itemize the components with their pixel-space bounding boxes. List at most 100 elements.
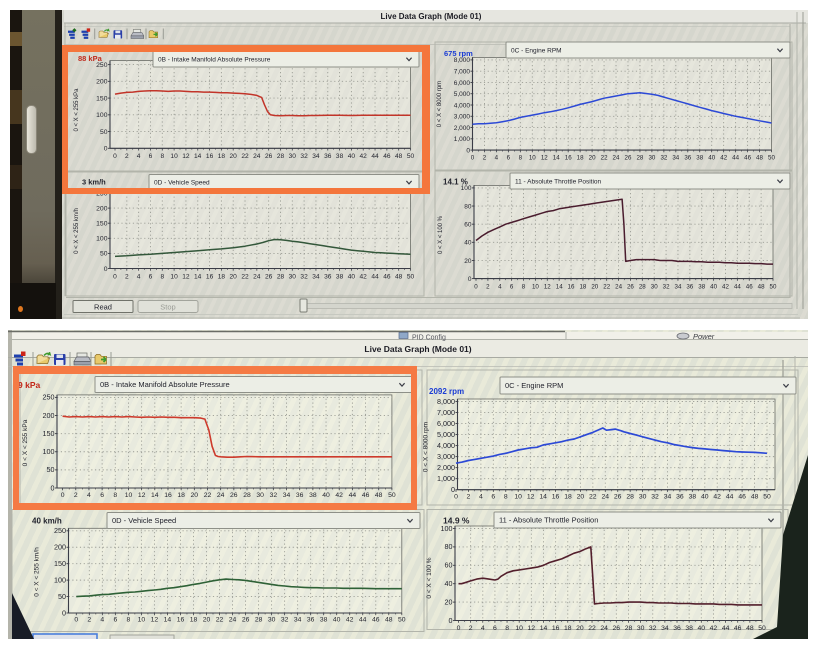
svg-text:28: 28 xyxy=(277,153,285,160)
svg-text:675 rpm: 675 rpm xyxy=(444,49,473,58)
svg-text:0: 0 xyxy=(104,146,108,153)
svg-text:50: 50 xyxy=(47,465,55,474)
svg-text:0: 0 xyxy=(451,485,455,494)
svg-text:2: 2 xyxy=(469,625,473,632)
svg-text:6,000: 6,000 xyxy=(437,419,455,428)
svg-text:0: 0 xyxy=(468,276,472,283)
svg-text:6: 6 xyxy=(114,617,118,624)
svg-text:0 < X < 255 kPa: 0 < X < 255 kPa xyxy=(74,88,80,132)
svg-text:11 - Absolute Throttle Positio: 11 - Absolute Throttle Position xyxy=(515,178,602,185)
svg-text:42: 42 xyxy=(710,625,718,632)
svg-text:26: 26 xyxy=(613,625,621,632)
svg-text:44: 44 xyxy=(371,274,379,281)
svg-text:44: 44 xyxy=(722,625,730,632)
svg-text:42: 42 xyxy=(722,284,729,291)
svg-text:30: 30 xyxy=(651,284,658,291)
svg-text:8: 8 xyxy=(160,153,164,160)
svg-text:34: 34 xyxy=(672,155,679,162)
svg-text:100: 100 xyxy=(54,575,66,584)
svg-text:100: 100 xyxy=(96,112,108,119)
svg-text:40 km/h: 40 km/h xyxy=(32,517,62,526)
svg-text:12: 12 xyxy=(541,155,548,162)
svg-text:48: 48 xyxy=(395,153,403,160)
svg-text:24: 24 xyxy=(602,494,610,501)
svg-text:2,000: 2,000 xyxy=(437,463,455,472)
svg-text:0: 0 xyxy=(474,284,478,291)
svg-text:2,000: 2,000 xyxy=(454,125,471,132)
svg-text:16: 16 xyxy=(206,274,214,281)
svg-text:10: 10 xyxy=(514,494,522,501)
svg-text:32: 32 xyxy=(281,617,289,624)
svg-text:18: 18 xyxy=(564,625,572,632)
svg-text:6: 6 xyxy=(100,492,104,499)
svg-text:40: 40 xyxy=(445,579,453,588)
svg-text:6: 6 xyxy=(493,625,497,632)
svg-text:0: 0 xyxy=(62,608,66,617)
svg-text:100: 100 xyxy=(43,447,55,456)
svg-text:18: 18 xyxy=(177,492,185,499)
svg-text:8,000: 8,000 xyxy=(437,397,455,406)
svg-text:48: 48 xyxy=(746,625,754,632)
svg-text:0C - Engine RPM: 0C - Engine RPM xyxy=(505,381,563,390)
svg-text:18: 18 xyxy=(190,617,198,624)
svg-text:0C - Engine RPM: 0C - Engine RPM xyxy=(511,47,562,54)
svg-text:46: 46 xyxy=(744,155,751,162)
svg-text:80: 80 xyxy=(445,542,453,551)
svg-text:7,000: 7,000 xyxy=(437,408,455,417)
svg-text:42: 42 xyxy=(360,153,368,160)
svg-text:14: 14 xyxy=(540,625,548,632)
svg-text:30: 30 xyxy=(256,492,264,499)
svg-text:38: 38 xyxy=(336,153,344,160)
svg-text:28: 28 xyxy=(636,155,643,162)
svg-text:8: 8 xyxy=(519,155,523,162)
svg-text:36: 36 xyxy=(324,153,332,160)
svg-text:10: 10 xyxy=(515,625,523,632)
svg-text:0: 0 xyxy=(466,147,470,154)
svg-text:2: 2 xyxy=(467,494,471,501)
svg-text:36: 36 xyxy=(676,494,684,501)
svg-text:50: 50 xyxy=(407,274,415,281)
svg-text:24: 24 xyxy=(600,625,608,632)
svg-text:0: 0 xyxy=(457,625,461,632)
svg-text:40: 40 xyxy=(322,492,330,499)
svg-text:6: 6 xyxy=(510,284,514,291)
svg-text:8,000: 8,000 xyxy=(454,57,471,64)
svg-text:200: 200 xyxy=(96,205,108,212)
svg-text:16: 16 xyxy=(552,625,560,632)
svg-text:34: 34 xyxy=(294,617,302,624)
svg-text:46: 46 xyxy=(383,274,391,281)
svg-text:48: 48 xyxy=(375,492,383,499)
svg-text:10: 10 xyxy=(170,274,178,281)
svg-text:34: 34 xyxy=(664,494,672,501)
svg-text:30: 30 xyxy=(648,155,655,162)
svg-text:14: 14 xyxy=(194,274,202,281)
svg-text:42: 42 xyxy=(713,494,721,501)
svg-text:5,000: 5,000 xyxy=(454,91,471,98)
svg-text:8: 8 xyxy=(113,492,117,499)
svg-text:30: 30 xyxy=(289,153,297,160)
svg-text:4: 4 xyxy=(137,153,141,160)
svg-text:0 < X < 100 %: 0 < X < 100 % xyxy=(426,557,433,598)
svg-text:30: 30 xyxy=(639,494,647,501)
svg-text:12: 12 xyxy=(544,284,551,291)
svg-text:46: 46 xyxy=(372,617,380,624)
svg-text:26: 26 xyxy=(265,153,273,160)
svg-text:40: 40 xyxy=(464,240,472,247)
svg-text:36: 36 xyxy=(684,155,691,162)
svg-text:28: 28 xyxy=(625,625,633,632)
svg-text:40: 40 xyxy=(710,284,717,291)
svg-text:14: 14 xyxy=(553,155,560,162)
svg-text:42: 42 xyxy=(346,617,354,624)
svg-text:250: 250 xyxy=(43,393,55,402)
svg-text:0D - Vehicle Speed: 0D - Vehicle Speed xyxy=(112,516,176,525)
svg-text:20: 20 xyxy=(230,153,238,160)
svg-text:40: 40 xyxy=(701,494,709,501)
svg-text:14.9 %: 14.9 % xyxy=(443,516,470,526)
svg-text:1,000: 1,000 xyxy=(437,474,455,483)
svg-text:20: 20 xyxy=(230,274,238,281)
svg-text:34: 34 xyxy=(312,153,320,160)
svg-text:30: 30 xyxy=(637,625,645,632)
svg-text:4,000: 4,000 xyxy=(437,441,455,450)
svg-text:48: 48 xyxy=(395,274,403,281)
svg-text:12: 12 xyxy=(138,492,146,499)
